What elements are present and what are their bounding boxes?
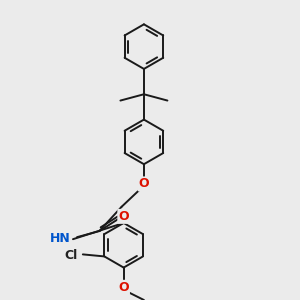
Text: O: O — [139, 177, 149, 190]
Text: HN: HN — [50, 232, 71, 245]
Text: O: O — [118, 281, 129, 294]
Text: O: O — [118, 210, 129, 223]
Text: Cl: Cl — [65, 249, 78, 262]
